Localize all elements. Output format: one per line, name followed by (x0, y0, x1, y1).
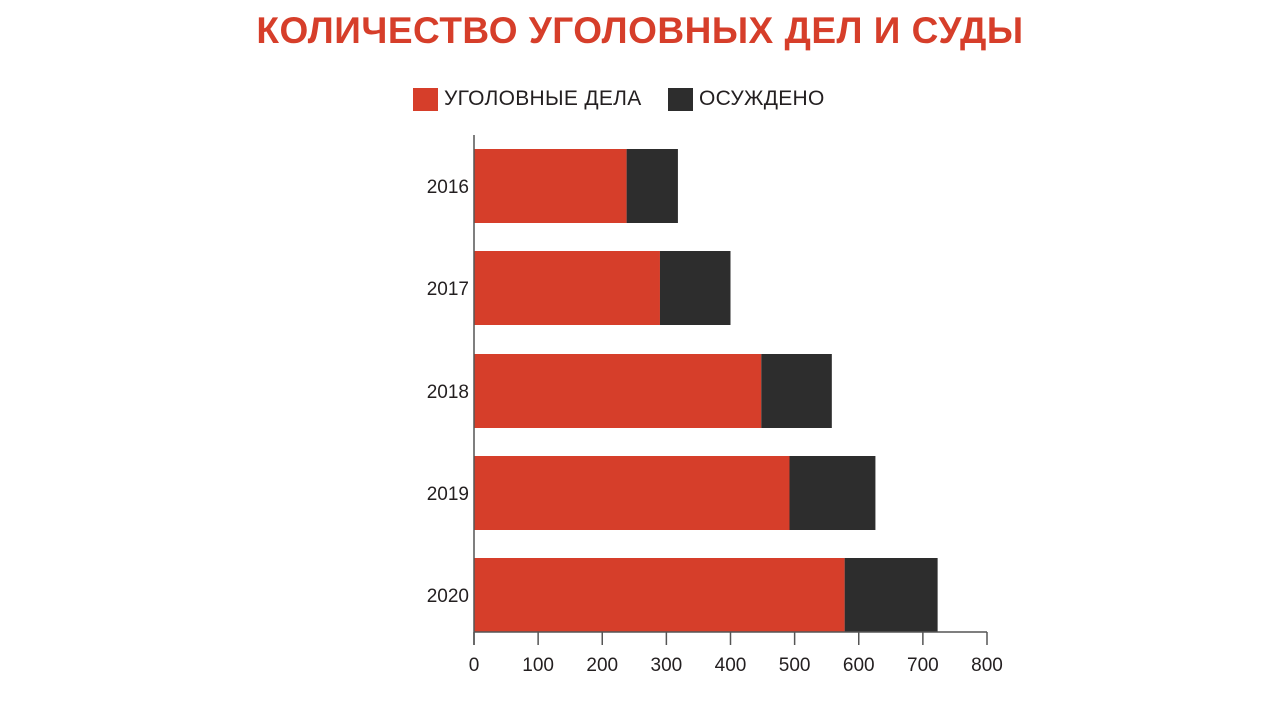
y-tick-label-2018: 2018 (427, 382, 469, 403)
x-tick-label-500: 500 (779, 655, 811, 676)
bar-2016-convicted (626, 149, 678, 223)
x-tick-label-300: 300 (651, 655, 683, 676)
bar-2018-criminal-cases (474, 354, 762, 428)
legend: УГОЛОВНЫЕ ДЕЛА ОСУЖДЕНО (0, 86, 1280, 112)
legend-item-criminal-cases: УГОЛОВНЫЕ ДЕЛА (413, 86, 642, 112)
x-tick-label-0: 0 (469, 655, 480, 676)
bar-2017-criminal-cases (474, 251, 660, 325)
y-tick-label-2019: 2019 (427, 484, 469, 505)
x-tick-label-200: 200 (586, 655, 618, 676)
legend-swatch-convicted (668, 87, 693, 111)
bar-2016-criminal-cases (474, 149, 627, 223)
x-tick-label-400: 400 (715, 655, 747, 676)
chart-title: КОЛИЧЕСТВО УГОЛОВНЫХ ДЕЛ И СУДЫ (256, 10, 1024, 51)
y-tick-label-2017: 2017 (427, 279, 469, 300)
legend-label-criminal-cases: УГОЛОВНЫЕ ДЕЛА (444, 87, 642, 110)
x-tick-label-600: 600 (843, 655, 875, 676)
bar-2020-criminal-cases (474, 558, 845, 632)
x-tick-label-100: 100 (522, 655, 554, 676)
legend-swatch-criminal-cases (413, 87, 438, 111)
bar-2019-convicted (789, 456, 876, 530)
y-tick-label-2016: 2016 (427, 177, 469, 198)
y-tick-label-2020: 2020 (427, 586, 469, 607)
legend-label-convicted: ОСУЖДЕНО (699, 87, 825, 110)
bar-2019-criminal-cases (474, 456, 790, 530)
bar-2018-convicted (761, 354, 832, 428)
x-tick-label-700: 700 (907, 655, 939, 676)
legend-item-convicted: ОСУЖДЕНО (668, 86, 825, 112)
bar-2020-convicted (844, 558, 938, 632)
bar-2017-convicted (659, 251, 731, 325)
x-tick-label-800: 800 (971, 655, 1003, 676)
